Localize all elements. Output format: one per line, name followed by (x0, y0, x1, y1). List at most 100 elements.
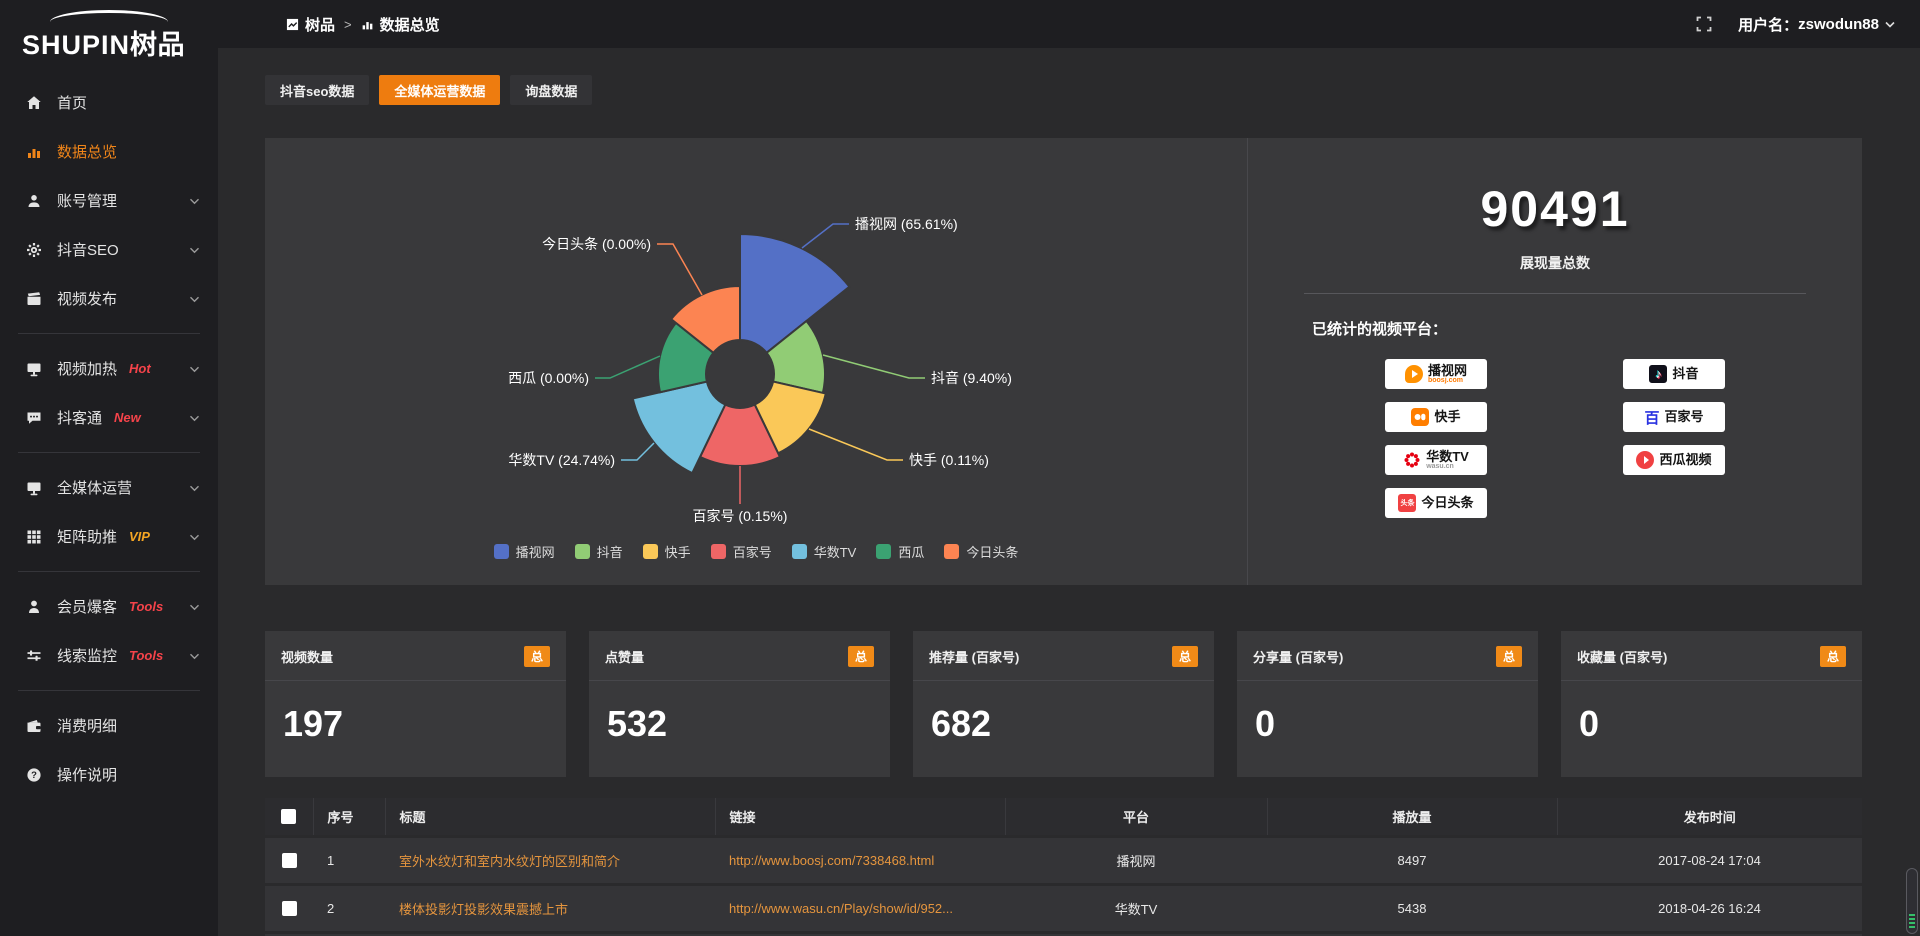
pie-callout-line (621, 442, 655, 461)
cell-time (1557, 932, 1862, 936)
cell-title-link[interactable]: 室外水纹灯和室内水纹灯的区别和简介 (399, 853, 621, 869)
breadcrumb: 树品 > 数据总览 (286, 14, 440, 35)
stat-card-total-badge: 总 (1819, 646, 1846, 667)
logo-text-en: SHUPIN (22, 30, 131, 60)
sidebar-divider (18, 333, 200, 334)
sidebar-item-1[interactable]: 数据总览 (0, 127, 218, 176)
stat-card-label: 推荐量 (百家号) (929, 650, 1020, 665)
sidebar-item-2[interactable]: 账号管理 (0, 176, 218, 225)
pie-callout-line (657, 243, 703, 296)
cell-time: 2017-08-24 17:04 (1658, 852, 1761, 868)
pie-sector-6[interactable] (669, 284, 741, 355)
legend-label: 西瓜 (898, 545, 925, 560)
sidebar-item-3[interactable]: 抖音SEO (0, 225, 218, 274)
baijiahao-logo-icon: 百 (1644, 409, 1660, 427)
pie-sector-4[interactable] (631, 380, 727, 475)
legend-swatch (493, 544, 509, 559)
pie-sector-0[interactable] (739, 232, 851, 355)
sidebar-item-5[interactable]: 视频加热 Hot (0, 344, 218, 393)
legend-label: 播视网 (515, 545, 555, 560)
cell-title-link[interactable]: 楼体投影灯投影效果震撼上市 (399, 901, 569, 917)
platform-name: 今日头条 (1421, 495, 1474, 511)
breadcrumb-item-current[interactable]: 数据总览 (361, 14, 440, 35)
platform-sub: boosj.com (1427, 377, 1463, 385)
wallet-icon (27, 719, 41, 732)
platform-column-0: 播视网 boosj.com 快手 华数TV wasu.cn 头条 今日头条 (1385, 359, 1487, 518)
total-impressions-label: 展现量总数 (1520, 255, 1590, 271)
legend-item-2[interactable]: 快手 (642, 542, 691, 561)
pie-callout-line (595, 355, 661, 379)
chevron-down-icon (190, 366, 199, 372)
legend-item-6[interactable]: 今日头条 (944, 542, 1018, 561)
sidebar-item-label: 消费明细 (57, 718, 118, 735)
chevron-down-icon (190, 247, 199, 253)
legend-swatch (944, 544, 960, 559)
platform-badge: 西瓜视频 (1623, 445, 1725, 475)
stat-card-1: 点赞量 总 532 (589, 631, 890, 777)
select-all-checkbox[interactable] (281, 809, 297, 825)
sidebar-item-12[interactable]: ? 操作说明 (0, 750, 218, 799)
wasu-logo-icon (1404, 452, 1420, 468)
legend-swatch (642, 544, 658, 559)
platforms-title: 已统计的视频平台： (1312, 321, 1448, 338)
scrollbar-widget[interactable] (1906, 868, 1918, 934)
rose-chart[interactable]: 播视网 (65.61%) 抖音 (9.40%) 快手 (0.11%) 百家号 (0.1… (265, 138, 1247, 538)
stat-card-value: 0 (1255, 703, 1276, 744)
sidebar-item-badge: Tools (129, 648, 164, 663)
platform-name: 百家号 (1664, 409, 1704, 425)
chevron-down-icon (1885, 21, 1895, 28)
monitor-icon (27, 363, 41, 376)
legend-item-5[interactable]: 西瓜 (876, 542, 924, 561)
cell-plays: 5438 (1397, 900, 1427, 916)
row-checkbox[interactable] (281, 853, 297, 869)
table-header-5: 发布时间 (1683, 809, 1736, 825)
topbar: 树品 > 数据总览 用户名： zswodun88 (218, 0, 1920, 48)
cell-url-link[interactable]: http://www.boosj.com/7338468.html (729, 852, 935, 868)
platform-sub: wasu.cn (1426, 463, 1454, 471)
sidebar-item-6[interactable]: 抖客通 New (0, 393, 218, 442)
legend-item-3[interactable]: 百家号 (710, 542, 772, 561)
cell-url-link[interactable]: http://www.wasu.cn/Play/show/id/952... (729, 900, 953, 916)
legend-label: 华数TV (813, 545, 857, 560)
platform-column-1: ♪ 抖音百百家号西瓜视频 (1623, 359, 1725, 518)
platform-badge: 播视网 boosj.com (1385, 359, 1487, 389)
tab-2[interactable]: 询盘数据 (510, 75, 593, 105)
cell-platform (1005, 932, 1267, 936)
toutiao-logo-icon: 头条 (1398, 494, 1417, 512)
breadcrumb-item-root[interactable]: 树品 (286, 14, 335, 35)
legend-item-4[interactable]: 华数TV (791, 542, 857, 561)
stat-card-total-badge: 总 (847, 646, 874, 667)
sidebar-item-4[interactable]: 视频发布 (0, 274, 218, 323)
sidebar-item-8[interactable]: 矩阵助推 VIP (0, 512, 218, 561)
sidebar-item-label: 抖客通 (57, 410, 103, 427)
sidebar-item-badge: Tools (129, 599, 164, 614)
cell-time: 2018-04-26 16:24 (1658, 900, 1761, 916)
sidebar-item-10[interactable]: 线索监控 Tools (0, 631, 218, 680)
chart-legend: 播视网 抖音 快手 百家号 华数TV 西瓜 今日头条 (265, 542, 1247, 561)
user-menu[interactable]: 用户名： zswodun88 (1738, 14, 1895, 35)
tab-0[interactable]: 抖音seo数据 (265, 75, 370, 105)
overview-panel: 播视网 (65.61%) 抖音 (9.40%) 快手 (0.11%) 百家号 (0.1… (265, 138, 1862, 585)
sidebar-item-0[interactable]: 首页 (0, 78, 218, 127)
pie-label: 快手 (0.11%) (909, 452, 989, 468)
legend-item-0[interactable]: 播视网 (493, 542, 555, 561)
person-icon (29, 600, 39, 613)
sidebar-divider (18, 571, 200, 572)
row-checkbox[interactable] (281, 901, 297, 917)
tab-1[interactable]: 全媒体运营数据 (379, 75, 501, 105)
fullscreen-button[interactable] (1696, 16, 1712, 32)
sidebar-item-7[interactable]: 全媒体运营 (0, 463, 218, 512)
sidebar-item-label: 账号管理 (57, 193, 118, 210)
rose-chart-area: 播视网 (65.61%) 抖音 (9.40%) 快手 (0.11%) 百家号 (0.1… (265, 138, 1247, 585)
platform-badge: 百百家号 (1623, 402, 1725, 432)
summary-section: 90491 展现量总数 已统计的视频平台： 播视网 boosj.com 快手 华数TV… (1247, 138, 1862, 585)
legend-item-1[interactable]: 抖音 (574, 542, 623, 561)
sidebar-item-label: 抖音SEO (57, 242, 119, 259)
sidebar-item-9[interactable]: 会员爆客 Tools (0, 582, 218, 631)
table-header-row: 序号 标题 链接 平台 播放量 发布时间 (265, 798, 1862, 836)
sidebar-nav: 首页 数据总览账号管理抖音SEO 视频发布视频加热 Hot 抖客通 New 全媒体运营 矩阵助… (0, 78, 218, 799)
sidebar-item-11[interactable]: 消费明细 (0, 701, 218, 750)
platform-badge: ♪ 抖音 (1623, 359, 1725, 389)
stat-card-label: 点赞量 (605, 650, 645, 665)
breadcrumb-separator: > (344, 16, 352, 32)
